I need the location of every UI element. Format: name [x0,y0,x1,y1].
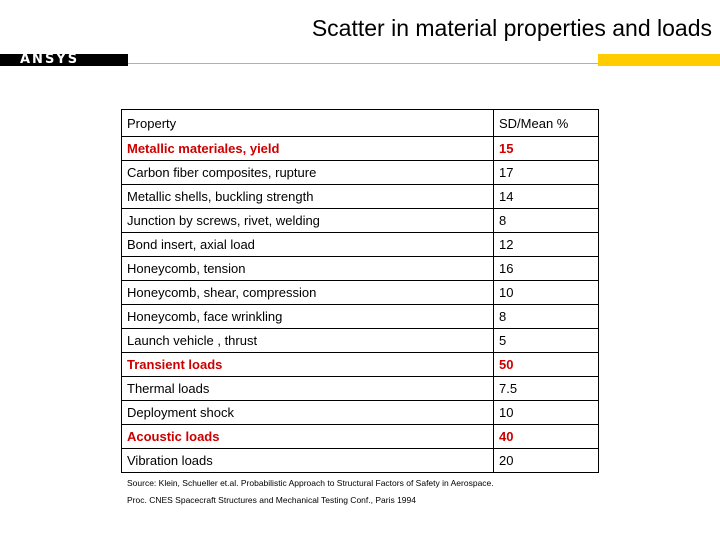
banner-yellow-bar [598,54,720,66]
table-row: Honeycomb, face wrinkling 8 [121,304,599,329]
source-citation-line-2: Proc. CNES Spacecraft Structures and Mec… [127,495,416,505]
header-property: Property [121,109,494,137]
sd-mean-cell: 10 [493,400,599,425]
sd-mean-cell: 10 [493,280,599,305]
sd-mean-cell: 50 [493,352,599,377]
sd-mean-cell: 14 [493,184,599,209]
sd-mean-cell: 5 [493,328,599,353]
property-cell: Metallic materiales, yield [121,136,494,161]
table-header-row: Property SD/Mean % [121,109,599,137]
property-cell: Metallic shells, buckling strength [121,184,494,209]
sd-mean-cell: 12 [493,232,599,257]
table-row: Acoustic loads 40 [121,424,599,449]
source-citation-line-1: Source: Klein, Schueller et.al. Probabil… [127,478,494,488]
property-cell: Honeycomb, face wrinkling [121,304,494,329]
page-title: Scatter in material properties and loads [311,15,712,41]
property-cell: Transient loads [121,352,494,377]
table-row: Bond insert, axial load 12 [121,232,599,257]
table-row: Vibration loads 20 [121,448,599,473]
sd-mean-cell: 15 [493,136,599,161]
sd-mean-cell: 17 [493,160,599,185]
property-cell: Deployment shock [121,400,494,425]
sd-mean-cell: 8 [493,304,599,329]
banner-black-bar [0,54,128,66]
sd-mean-cell: 40 [493,424,599,449]
sd-mean-cell: 16 [493,256,599,281]
table-row: Metallic shells, buckling strength 14 [121,184,599,209]
sd-mean-cell: 7.5 [493,376,599,401]
properties-table-body: Property SD/Mean % Metallic materiales, … [121,109,599,473]
header-sd-mean: SD/Mean % [493,109,599,137]
properties-table: Property SD/Mean % Metallic materiales, … [121,109,599,473]
ansys-logo: ANSYS [20,52,80,67]
property-cell: Honeycomb, tension [121,256,494,281]
property-cell: Bond insert, axial load [121,232,494,257]
table-row: Junction by screws, rivet, welding 8 [121,208,599,233]
table-row: Transient loads 50 [121,352,599,377]
property-cell: Launch vehicle , thrust [121,328,494,353]
property-cell: Acoustic loads [121,424,494,449]
table-row: Honeycomb, shear, compression 10 [121,280,599,305]
banner-divider [128,63,598,64]
table-row: Deployment shock 10 [121,400,599,425]
sd-mean-cell: 20 [493,448,599,473]
table-row: Metallic materiales, yield 15 [121,136,599,161]
table-row: Thermal loads 7.5 [121,376,599,401]
property-cell: Vibration loads [121,448,494,473]
property-cell: Junction by screws, rivet, welding [121,208,494,233]
sd-mean-cell: 8 [493,208,599,233]
property-cell: Thermal loads [121,376,494,401]
table-row: Carbon fiber composites, rupture 17 [121,160,599,185]
property-cell: Carbon fiber composites, rupture [121,160,494,185]
header-banner: ANSYS [0,52,720,67]
property-cell: Honeycomb, shear, compression [121,280,494,305]
table-row: Launch vehicle , thrust 5 [121,328,599,353]
table-row: Honeycomb, tension 16 [121,256,599,281]
